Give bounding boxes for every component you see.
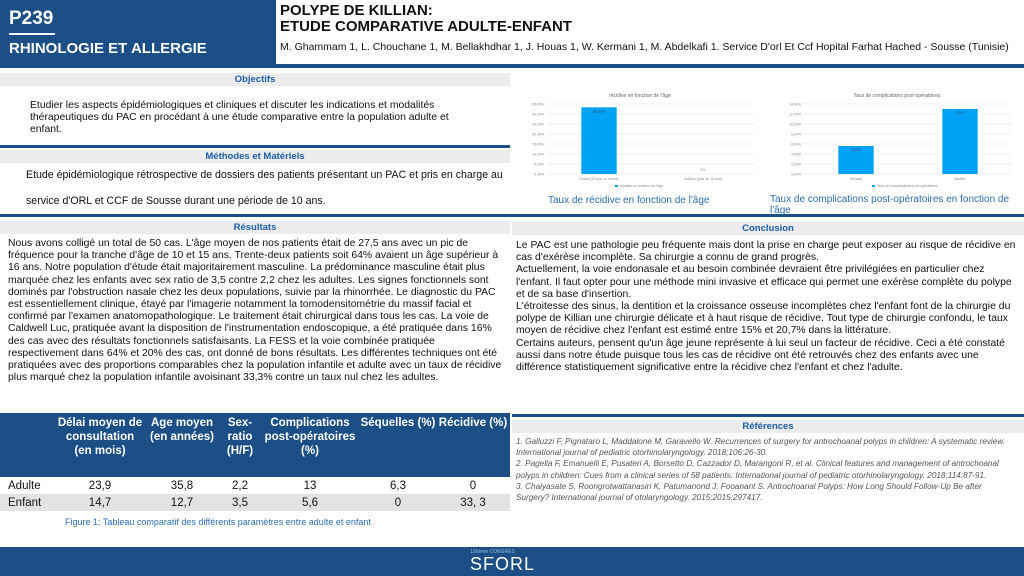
y-tick-label: 0,00% xyxy=(791,173,801,177)
sforl-logo: SFORL xyxy=(470,554,536,574)
y-tick-label: 4,00% xyxy=(791,153,801,157)
y-tick-label: 8,00% xyxy=(791,133,801,137)
methodes-line-1: Etude épidémiologique rétrospective de d… xyxy=(26,169,503,181)
legend-label: récidive en fonction de l'âge xyxy=(620,184,663,188)
x-tick-label: Adultes (plus de 16 ans) xyxy=(684,177,722,181)
section-heading-references: Références xyxy=(512,420,1024,433)
table-cell: 35,8 xyxy=(170,479,194,492)
table-cell: 13 xyxy=(303,479,317,492)
y-tick-label: 25,00% xyxy=(532,123,544,127)
reference-item: 2. Pagella F, Emanuelli E, Pusateri A, B… xyxy=(516,459,999,480)
chart-title: récidive en fonction de l'âge xyxy=(609,93,671,99)
data-label: 5,60% xyxy=(851,148,861,152)
poster-topic: RHINOLOGIE ET ALLERGIE xyxy=(9,40,207,57)
conclusion-text: Le PAC est une pathologie peu fréquente … xyxy=(516,240,1016,374)
table-row: Adulte 23,9 35,8 2,2 13 6,3 0 xyxy=(0,477,510,494)
reference-item: 3. Chaiyasate S, Roongrotwattanasiri K, … xyxy=(516,481,982,503)
divider xyxy=(9,33,55,35)
table-cell: 12,7 xyxy=(144,494,220,511)
bar xyxy=(581,107,617,174)
table-cell: 6,3 xyxy=(390,479,406,492)
y-tick-label: 15,00% xyxy=(532,143,544,147)
table-cell: 33, 3 xyxy=(436,494,510,511)
title-line-2: ETUDE COMPARATIVE ADULTE-ENFANT xyxy=(280,18,572,35)
resultats-text: Nous avons colligé un total de 50 cas. L… xyxy=(8,238,502,384)
table-cell: Adulte xyxy=(8,479,41,492)
table-cell: 3,5 xyxy=(220,494,260,511)
bar xyxy=(942,109,978,174)
table-header: Séquelles (%) xyxy=(360,413,436,477)
methodes-line-2: service d'ORL et CCF de Sousse durant un… xyxy=(26,195,326,207)
table-cell: 0 xyxy=(360,494,436,511)
poster-code: P239 xyxy=(9,8,54,29)
y-tick-label: 6,00% xyxy=(791,143,801,147)
table-header: Récidive (%) xyxy=(436,413,510,477)
y-tick-label: 2,00% xyxy=(791,163,801,167)
chart-title: Taux de complications post-opératoires xyxy=(854,93,941,99)
legend-swatch xyxy=(615,185,618,187)
y-tick-label: 12,00% xyxy=(789,113,801,117)
divider xyxy=(512,414,1024,417)
chart-caption: Taux de complications post-opératoires e… xyxy=(770,194,1010,216)
divider xyxy=(0,145,510,148)
table-row: Enfant 14,7 12,7 3,5 5,6 0 33, 3 xyxy=(0,494,510,511)
header-bar xyxy=(0,64,1024,68)
table-cell: 5,6 xyxy=(260,494,360,511)
footer: 126ème CONGRÈS SFORL xyxy=(0,547,1024,576)
table-header: Complications post-opératoires (%) xyxy=(260,413,360,477)
table-cell: Enfant xyxy=(0,494,56,511)
table-header: Sex-ratio (H/F) xyxy=(220,413,260,477)
table-cell: 14,7 xyxy=(56,494,144,511)
x-tick-label: Enfants xyxy=(850,177,862,181)
x-tick-label: Adultes xyxy=(954,177,966,181)
x-tick-label: Enfant (10 ans ou moins) xyxy=(579,177,618,181)
data-label: 13% xyxy=(956,111,963,115)
y-tick-label: 5,00% xyxy=(534,163,544,167)
section-heading-methodes: Méthodes et Matériels xyxy=(0,150,510,163)
data-label: 33,33% xyxy=(593,109,605,113)
section-heading-conclusion: Conclusion xyxy=(512,222,1024,235)
congress-label: 126ème CONGRÈS xyxy=(470,549,515,555)
table-header: Délai moyen de consultation (en mois) xyxy=(56,413,144,477)
y-tick-label: 35,00% xyxy=(532,103,544,107)
legend-label: Taux de complications post-opératoires xyxy=(877,184,938,188)
poster-title: POLYPE DE KILLIAN: ETUDE COMPARATIVE ADUL… xyxy=(280,3,572,35)
table-cell: 23,9 xyxy=(88,479,112,492)
chart-caption: Taux de récidive en fonction de l'âge xyxy=(548,195,710,206)
chart-recidive: récidive en fonction de l'âge 0,00% 5,00% 1… xyxy=(532,93,755,188)
section-heading-objectifs: Objectifs xyxy=(0,73,510,86)
y-tick-label: 10,00% xyxy=(532,153,544,157)
table-caption: Figure 1: Tableau comparatif des différe… xyxy=(65,517,371,527)
table-header: Age moyen (en années) xyxy=(144,413,220,477)
y-tick-label: 10,00% xyxy=(789,123,801,127)
divider xyxy=(0,214,1024,217)
y-tick-label: 20,00% xyxy=(532,133,544,137)
table-cell: 0 xyxy=(469,479,477,492)
legend-swatch xyxy=(872,185,875,187)
chart-complications: Taux de complications post-opératoires 0,… xyxy=(789,93,1012,188)
title-line-1: POLYPE DE KILLIAN: xyxy=(280,2,433,19)
comparison-table: Délai moyen de consultation (en mois) Ag… xyxy=(0,413,510,511)
y-tick-label: 14,00% xyxy=(789,103,801,107)
table-cell: 2,2 xyxy=(232,479,248,492)
table-header-row: Délai moyen de consultation (en mois) Ag… xyxy=(0,413,510,477)
bar xyxy=(838,146,874,174)
poster-header-left: P239 RHINOLOGIE ET ALLERGIE xyxy=(0,0,276,64)
references-list: 1. Galluzzi F, Pignataro L, Maddalone M,… xyxy=(516,436,1016,503)
section-heading-resultats: Résultats xyxy=(0,221,510,234)
data-label: 0% xyxy=(700,168,705,172)
authors: M. Ghammam 1, L. Chouchane 1, M. Bellakh… xyxy=(280,41,1009,53)
y-tick-label: 30,00% xyxy=(532,113,544,117)
table-header xyxy=(0,413,56,477)
objectifs-text: Etudier les aspects épidémiologiques et … xyxy=(30,100,449,136)
y-tick-label: 0,00% xyxy=(534,173,544,177)
reference-item: 1. Galluzzi F, Pignataro L, Maddalone M,… xyxy=(516,437,1006,458)
